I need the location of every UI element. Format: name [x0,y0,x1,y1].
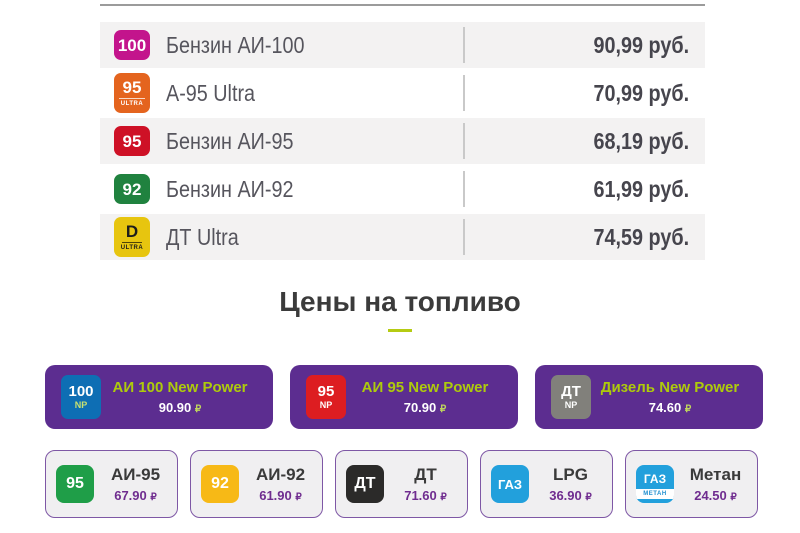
regular-card-dt[interactable]: ДТ ДТ 71.60 ₽ [335,450,468,518]
premium-card-ai95[interactable]: 95 NP АИ 95 New Power 70.90 ₽ [290,365,518,429]
regular-card-price: 71.60 ₽ [404,488,447,503]
regular-card-name: АИ-95 [110,465,161,484]
regular-card-price: 36.90 ₽ [549,488,592,503]
fuel-badge-gas-icon: ГАЗ [491,465,529,503]
fuel-price: 70,99 руб. [593,79,689,106]
fuel-badge-95-icon: 95 [114,126,150,156]
regular-card-lpg[interactable]: ГАЗ LPG 36.90 ₽ [480,450,613,518]
fuel-cell: D ULTRA ДТ Ultra [100,217,463,257]
fuel-badge-dt-icon: ДТ [346,465,384,503]
column-divider [463,27,465,63]
fuel-cell: 100 Бензин АИ-100 [100,30,463,60]
ruble-sign: ₽ [440,492,447,503]
regular-card-ai95[interactable]: 95 АИ-95 67.90 ₽ [45,450,178,518]
fuel-badge-sublabel: ULTRA [120,245,144,251]
fuel-badge-label: 95 [317,383,335,400]
premium-card-name: Дизель New Power [600,379,740,396]
ruble-sign: ₽ [150,492,157,503]
fuel-name: ДТ Ultra [166,223,239,250]
station-price-table: 100 Бензин АИ-100 90,99 руб. 95 ULTRA А-… [100,4,705,260]
fuel-badge-label: ГАЗ [643,472,667,486]
regular-card-methane[interactable]: ГАЗ МЕТАН Метан 24.50 ₽ [625,450,758,518]
fuel-badge-diesel-ultra-icon: D ULTRA [114,217,150,257]
title-underline [388,329,412,332]
fuel-badge-label: 95 [66,475,84,492]
column-divider [463,219,465,255]
fuel-badge-sublabel: МЕТАН [636,489,674,499]
price-table-row: 92 Бензин АИ-92 61,99 руб. [100,166,705,212]
premium-cards-row: 100 NP АИ 100 New Power 90.90 ₽ 95 NP АИ… [45,365,800,429]
fuel-badge-sublabel: NP [74,400,88,410]
price-table-row: 100 Бензин АИ-100 90,99 руб. [100,22,705,68]
column-divider [463,171,465,207]
fuel-badge-dtnp-icon: ДТ NP [551,375,591,419]
price-table-row: 95 Бензин АИ-95 68,19 руб. [100,118,705,164]
premium-card-price: 90.90 ₽ [158,400,202,415]
regular-card-ai92[interactable]: 92 АИ-92 61.90 ₽ [190,450,323,518]
regular-card-name: АИ-92 [255,465,306,484]
fuel-badge-sublabel: ULTRA [120,101,144,107]
ruble-sign: ₽ [194,404,202,415]
fuel-badge-label: 100 [117,35,147,55]
fuel-badge-label: 95 [118,79,146,99]
premium-card-diesel[interactable]: ДТ NP Дизель New Power 74.60 ₽ [535,365,763,429]
fuel-price: 90,99 руб. [593,31,689,58]
fuel-prices-page: 100 Бензин АИ-100 90,99 руб. 95 ULTRA А-… [0,4,800,518]
fuel-badge-gas-methane-icon: ГАЗ МЕТАН [636,465,674,503]
fuel-name: А-95 Ultra [166,79,256,106]
fuel-price: 74,59 руб. [593,223,689,250]
fuel-name: Бензин АИ-92 [166,175,294,202]
regular-cards-row: 95 АИ-95 67.90 ₽ 92 АИ-92 61.90 ₽ ДТ ДТ … [45,450,800,518]
price-table-row: D ULTRA ДТ Ultra 74,59 руб. [100,214,705,260]
ruble-sign: ₽ [730,492,737,503]
fuel-badge-label: 92 [122,179,142,199]
column-divider [463,123,465,159]
column-divider [463,75,465,111]
fuel-badge-label: ДТ [354,475,376,492]
ruble-sign: ₽ [585,492,592,503]
fuel-badge-label: ДТ [561,383,581,400]
fuel-badge-sublabel: NP [564,400,578,410]
fuel-badge-label: 92 [211,475,229,492]
ruble-sign: ₽ [684,404,692,415]
ruble-sign: ₽ [295,492,302,503]
regular-card-price: 61.90 ₽ [259,488,302,503]
regular-card-price: 67.90 ₽ [114,488,157,503]
fuel-badge-label: 95 [122,131,142,151]
page-title: Цены на топливо [279,286,521,317]
fuel-badge-100-icon: 100 [114,30,150,60]
premium-card-price: 74.60 ₽ [648,400,692,415]
fuel-badge-92-icon: 92 [201,465,239,503]
fuel-badge-sublabel: NP [319,400,333,410]
fuel-badge-label: ГАЗ [497,476,523,492]
regular-card-name: ДТ [414,465,437,484]
fuel-cell: 95 ULTRA А-95 Ultra [100,73,463,113]
price-table-row: 95 ULTRA А-95 Ultra 70,99 руб. [100,70,705,116]
fuel-badge-label: 100 [68,383,94,400]
ruble-sign: ₽ [439,404,447,415]
premium-card-ai100[interactable]: 100 NP АИ 100 New Power 90.90 ₽ [45,365,273,429]
table-top-border [100,4,705,6]
premium-card-price: 70.90 ₽ [403,400,447,415]
fuel-name: Бензин АИ-100 [166,31,305,58]
fuel-badge-95np-icon: 95 NP [306,375,346,419]
premium-card-name: АИ 95 New Power [361,379,489,396]
fuel-badge-92-icon: 92 [114,174,150,204]
fuel-badge-95-ultra-icon: 95 ULTRA [114,73,150,113]
premium-card-name: АИ 100 New Power [112,379,248,396]
regular-card-name: LPG [553,465,588,484]
fuel-name: Бензин АИ-95 [166,127,294,154]
fuel-cell: 92 Бензин АИ-92 [100,174,463,204]
fuel-badge-100np-icon: 100 NP [61,375,101,419]
fuel-price: 61,99 руб. [593,175,689,202]
fuel-cell: 95 Бензин АИ-95 [100,126,463,156]
fuel-badge-95-icon: 95 [56,465,94,503]
fuel-badge-label: D [121,223,143,243]
regular-card-name: Метан [689,465,742,484]
regular-card-price: 24.50 ₽ [694,488,737,503]
fuel-price: 68,19 руб. [593,127,689,154]
